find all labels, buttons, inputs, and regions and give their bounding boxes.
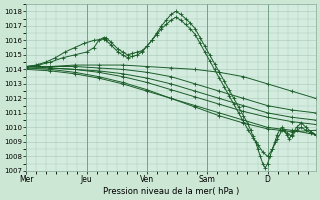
X-axis label: Pression niveau de la mer( hPa ): Pression niveau de la mer( hPa ) — [103, 187, 239, 196]
